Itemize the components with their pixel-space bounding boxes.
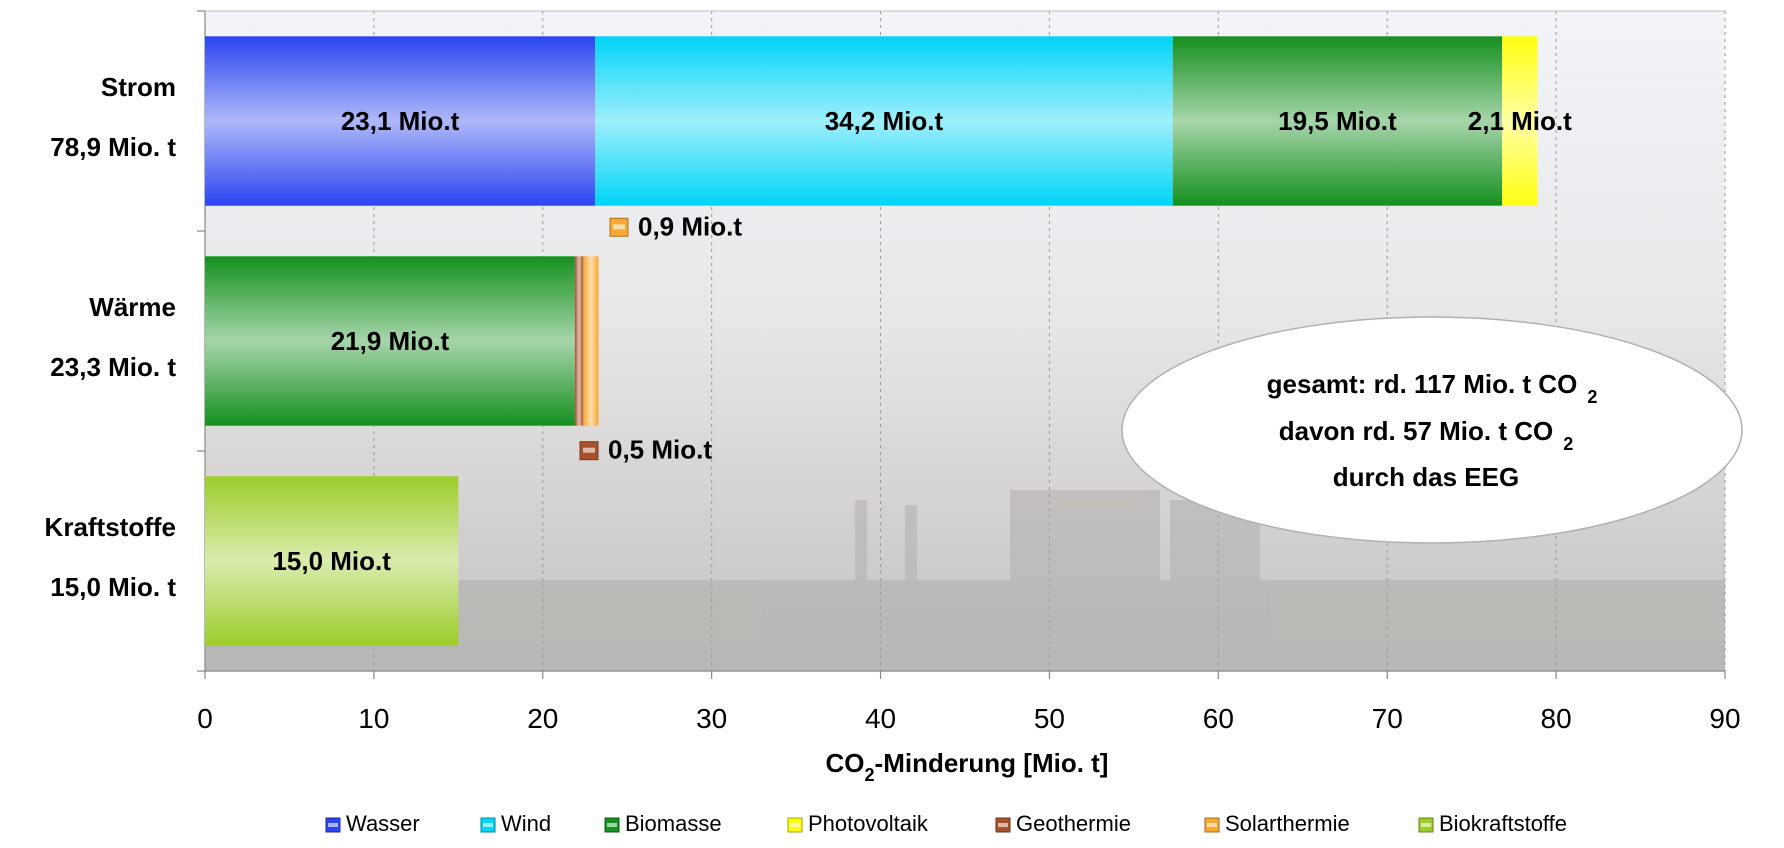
legend-item: Biomasse xyxy=(604,811,722,836)
x-tick-labels: 0 10 20 30 40 50 60 70 80 90 xyxy=(197,703,1740,734)
x-tick-label: 40 xyxy=(865,703,896,734)
x-tick-label: 60 xyxy=(1203,703,1234,734)
legend-item: Photovoltaik xyxy=(787,811,929,836)
data-label: 15,0 Mio.t xyxy=(272,546,391,576)
legend-swatch-highlight xyxy=(607,823,617,827)
data-label: 23,1 Mio.t xyxy=(341,106,460,136)
x-axis-label: CO2-Minderung [Mio. t] xyxy=(826,748,1109,785)
x-tick-label: 90 xyxy=(1709,703,1740,734)
x-tick-label: 70 xyxy=(1372,703,1403,734)
callout-ellipse xyxy=(1121,316,1743,544)
legend-item: Wind xyxy=(480,811,551,836)
legend: Wasser Wind Biomasse Photovoltaik Geothermie… xyxy=(325,811,1567,836)
bar-segment xyxy=(1502,36,1538,206)
data-label: 19,5 Mio.t xyxy=(1278,106,1397,136)
legend-label: Biomasse xyxy=(625,811,722,836)
bar-segment xyxy=(574,256,584,426)
data-label: 0,9 Mio.t xyxy=(638,211,742,241)
x-tick-label: 80 xyxy=(1541,703,1572,734)
callout-line-3: durch das EEG xyxy=(1333,462,1519,492)
bar-segment xyxy=(205,36,596,206)
category-label: Kraftstoffe xyxy=(45,512,176,542)
legend-item: Biokraftstoffe xyxy=(1418,811,1567,836)
legend-label: Geothermie xyxy=(1016,811,1131,836)
legend-swatch-highlight xyxy=(998,823,1008,827)
legend-swatch-highlight xyxy=(483,823,493,827)
callout-line-2: davon rd. 57 Mio. t CO 2 xyxy=(1279,416,1574,454)
x-tick-label: 30 xyxy=(696,703,727,734)
category-labels: Strom 78,9 Mio. t Wärme 23,3 Mio. t Kraftsto… xyxy=(45,72,177,602)
category-total-label: 15,0 Mio. t xyxy=(50,572,176,602)
category-label: Strom xyxy=(101,72,176,102)
legend-item: Geothermie xyxy=(995,811,1131,836)
legend-swatch-highlight xyxy=(1207,823,1217,827)
bar-segment xyxy=(583,256,599,426)
data-label-marker xyxy=(609,217,629,237)
chimney xyxy=(905,505,917,580)
legend-item: Solarthermie xyxy=(1204,811,1350,836)
data-label: 2,1 Mio.t xyxy=(1468,106,1572,136)
data-label: 0,5 Mio.t xyxy=(608,435,712,465)
category-label: Wärme xyxy=(89,292,176,322)
bar-segment xyxy=(205,256,575,426)
bar-segment xyxy=(595,36,1173,206)
legend-label: Solarthermie xyxy=(1225,811,1350,836)
x-tick-label: 10 xyxy=(358,703,389,734)
x-tick-label: 20 xyxy=(527,703,558,734)
bars: 23,1 Mio.t 34,2 Mio.t 19,5 Mio.t 2,1 Mio.t 2… xyxy=(205,36,1572,646)
legend-swatch-highlight xyxy=(328,823,338,827)
callout-line-1: gesamt: rd. 117 Mio. t CO 2 xyxy=(1267,369,1598,407)
cooling-tower xyxy=(1010,490,1160,580)
legend-item: Wasser xyxy=(325,811,420,836)
summary-callout: gesamt: rd. 117 Mio. t CO 2 davon rd. 57 … xyxy=(1121,316,1743,544)
category-total-label: 23,3 Mio. t xyxy=(50,352,176,382)
legend-label: Biokraftstoffe xyxy=(1439,811,1567,836)
ground xyxy=(205,580,1725,671)
legend-swatch-highlight xyxy=(790,823,800,827)
data-label-marker xyxy=(579,441,599,461)
legend-label: Wasser xyxy=(346,811,420,836)
x-tick-label: 50 xyxy=(1034,703,1065,734)
data-label: 34,2 Mio.t xyxy=(825,106,944,136)
legend-swatch-highlight xyxy=(1421,823,1431,827)
bar-segment xyxy=(205,476,459,646)
category-total-label: 78,9 Mio. t xyxy=(50,132,176,162)
legend-label: Wind xyxy=(501,811,551,836)
bar-segment xyxy=(1172,36,1503,206)
data-label: 21,9 Mio.t xyxy=(331,326,450,356)
x-tick-label: 0 xyxy=(197,703,213,734)
chimney xyxy=(855,500,867,580)
background-scenery xyxy=(205,490,1725,671)
legend-label: Photovoltaik xyxy=(808,811,929,836)
